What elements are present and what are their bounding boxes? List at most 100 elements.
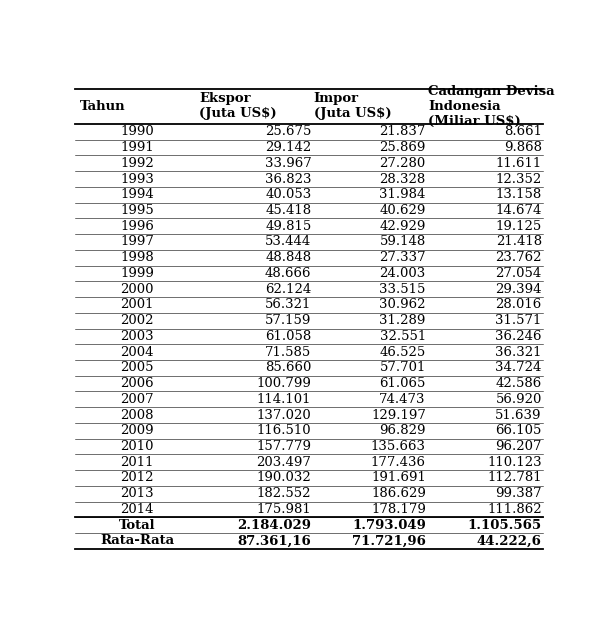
Text: 33.967: 33.967 — [265, 157, 311, 170]
Text: 112.781: 112.781 — [487, 471, 541, 485]
Text: Rata-Rata: Rata-Rata — [100, 534, 174, 547]
Text: 8.661: 8.661 — [504, 126, 541, 138]
Text: Tahun: Tahun — [80, 100, 125, 113]
Text: 2013: 2013 — [121, 487, 154, 500]
Text: 53.444: 53.444 — [265, 236, 311, 248]
Text: 56.920: 56.920 — [496, 393, 541, 406]
Text: 21.418: 21.418 — [496, 236, 541, 248]
Text: 129.197: 129.197 — [371, 409, 426, 422]
Text: 99.387: 99.387 — [495, 487, 541, 500]
Text: 110.123: 110.123 — [487, 456, 541, 469]
Text: 66.105: 66.105 — [496, 424, 541, 437]
Text: 135.663: 135.663 — [371, 440, 426, 453]
Text: 42.586: 42.586 — [496, 377, 541, 390]
Text: 186.629: 186.629 — [371, 487, 426, 500]
Text: 178.179: 178.179 — [371, 503, 426, 516]
Text: 19.125: 19.125 — [496, 220, 541, 233]
Text: 2010: 2010 — [121, 440, 154, 453]
Text: 111.862: 111.862 — [487, 503, 541, 516]
Text: 2008: 2008 — [121, 409, 154, 422]
Text: 100.799: 100.799 — [256, 377, 311, 390]
Text: 21.837: 21.837 — [379, 126, 426, 138]
Text: 33.515: 33.515 — [379, 282, 426, 295]
Text: 42.929: 42.929 — [379, 220, 426, 233]
Text: 74.473: 74.473 — [379, 393, 426, 406]
Text: 2003: 2003 — [121, 330, 154, 343]
Text: 1992: 1992 — [121, 157, 154, 170]
Text: 2006: 2006 — [121, 377, 154, 390]
Text: 2007: 2007 — [121, 393, 154, 406]
Text: 11.611: 11.611 — [496, 157, 541, 170]
Text: 24.003: 24.003 — [380, 267, 426, 280]
Text: 190.032: 190.032 — [257, 471, 311, 485]
Text: 57.701: 57.701 — [379, 361, 426, 374]
Text: 116.510: 116.510 — [257, 424, 311, 437]
Text: 2002: 2002 — [121, 314, 154, 327]
Text: 28.016: 28.016 — [496, 299, 541, 312]
Text: 29.394: 29.394 — [495, 282, 541, 295]
Text: 71.585: 71.585 — [265, 346, 311, 359]
Text: 32.551: 32.551 — [380, 330, 426, 343]
Text: Total: Total — [119, 519, 156, 532]
Text: 191.691: 191.691 — [371, 471, 426, 485]
Text: 36.246: 36.246 — [495, 330, 541, 343]
Text: 1999: 1999 — [121, 267, 154, 280]
Text: 27.280: 27.280 — [380, 157, 426, 170]
Text: 23.762: 23.762 — [495, 251, 541, 264]
Text: 2005: 2005 — [121, 361, 154, 374]
Text: 40.053: 40.053 — [265, 188, 311, 202]
Text: 48.666: 48.666 — [265, 267, 311, 280]
Text: 61.065: 61.065 — [379, 377, 426, 390]
Text: 175.981: 175.981 — [257, 503, 311, 516]
Text: 31.289: 31.289 — [379, 314, 426, 327]
Text: 2012: 2012 — [121, 471, 154, 485]
Text: 1994: 1994 — [121, 188, 154, 202]
Text: 1.793.049: 1.793.049 — [352, 519, 426, 532]
Text: 87.361,16: 87.361,16 — [238, 534, 311, 547]
Text: 49.815: 49.815 — [265, 220, 311, 233]
Text: 14.674: 14.674 — [496, 204, 541, 217]
Text: 2004: 2004 — [121, 346, 154, 359]
Text: 27.054: 27.054 — [496, 267, 541, 280]
Text: 12.352: 12.352 — [496, 172, 541, 185]
Text: Cadangan Devisa
Indonesia
(Miliar US$): Cadangan Devisa Indonesia (Miliar US$) — [428, 85, 555, 128]
Text: 71.721,96: 71.721,96 — [352, 534, 426, 547]
Text: 36.823: 36.823 — [265, 172, 311, 185]
Text: 57.159: 57.159 — [265, 314, 311, 327]
Text: 85.660: 85.660 — [265, 361, 311, 374]
Text: 2001: 2001 — [121, 299, 154, 312]
Text: 96.207: 96.207 — [495, 440, 541, 453]
Text: 62.124: 62.124 — [265, 282, 311, 295]
Text: 46.525: 46.525 — [380, 346, 426, 359]
Text: 2000: 2000 — [121, 282, 154, 295]
Text: 59.148: 59.148 — [380, 236, 426, 248]
Text: 2.184.029: 2.184.029 — [238, 519, 311, 532]
Text: 48.848: 48.848 — [265, 251, 311, 264]
Text: 1995: 1995 — [121, 204, 154, 217]
Text: 51.639: 51.639 — [495, 409, 541, 422]
Text: 40.629: 40.629 — [379, 204, 426, 217]
Text: 28.328: 28.328 — [380, 172, 426, 185]
Text: 1990: 1990 — [121, 126, 154, 138]
Text: 31.984: 31.984 — [379, 188, 426, 202]
Text: 203.497: 203.497 — [256, 456, 311, 469]
Text: 137.020: 137.020 — [257, 409, 311, 422]
Text: 114.101: 114.101 — [257, 393, 311, 406]
Text: 2009: 2009 — [121, 424, 154, 437]
Text: 61.058: 61.058 — [265, 330, 311, 343]
Text: 34.724: 34.724 — [496, 361, 541, 374]
Text: 56.321: 56.321 — [265, 299, 311, 312]
Text: Ekspor
(Juta US$): Ekspor (Juta US$) — [199, 93, 277, 121]
Text: 1.105.565: 1.105.565 — [468, 519, 541, 532]
Text: 25.675: 25.675 — [265, 126, 311, 138]
Text: 177.436: 177.436 — [371, 456, 426, 469]
Text: 30.962: 30.962 — [379, 299, 426, 312]
Text: 45.418: 45.418 — [265, 204, 311, 217]
Text: 96.829: 96.829 — [379, 424, 426, 437]
Text: 1993: 1993 — [121, 172, 154, 185]
Text: 9.868: 9.868 — [504, 141, 541, 154]
Text: 1991: 1991 — [121, 141, 154, 154]
Text: 27.337: 27.337 — [379, 251, 426, 264]
Text: 36.321: 36.321 — [495, 346, 541, 359]
Text: 2014: 2014 — [121, 503, 154, 516]
